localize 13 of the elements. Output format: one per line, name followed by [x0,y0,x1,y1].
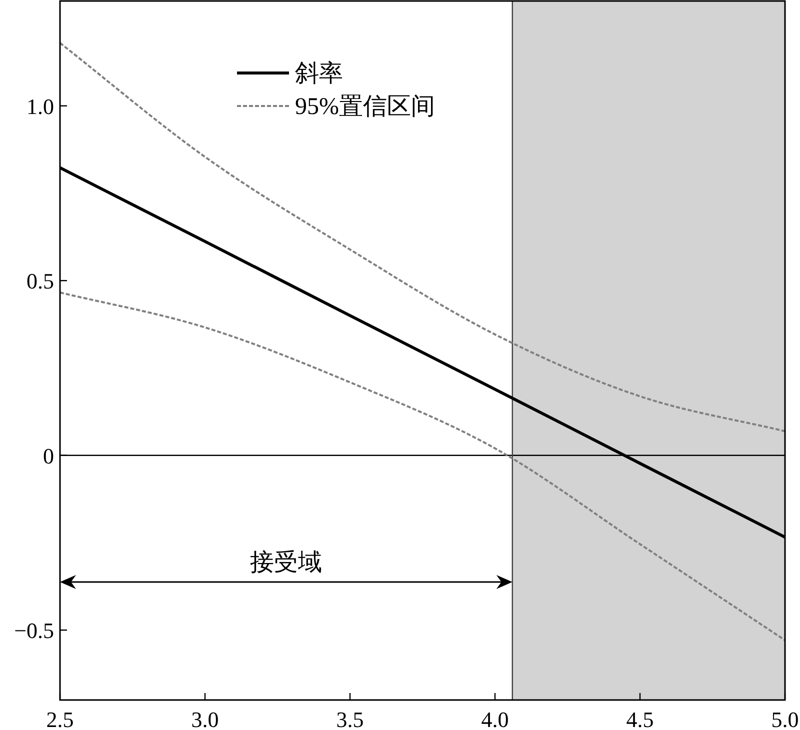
annotation: 接受域 [250,549,322,576]
x-tick-label: 3.5 [336,707,364,730]
y-tick-label: 0.5 [26,268,54,294]
x-tick-label: 4.5 [626,707,654,730]
x-tick-label: 3.0 [191,707,219,730]
y-tick-label: 0 [43,443,54,468]
legend-label: 斜率 [295,60,343,87]
x-tick-label: 2.5 [46,707,74,730]
y-tick-label: −0.5 [14,618,54,644]
x-tick-label: 4.0 [481,707,509,730]
legend-label: 95%置信区间 [295,94,435,120]
y-tick-label: 1.0 [26,94,54,119]
x-tick-label: 5.0 [771,707,799,730]
